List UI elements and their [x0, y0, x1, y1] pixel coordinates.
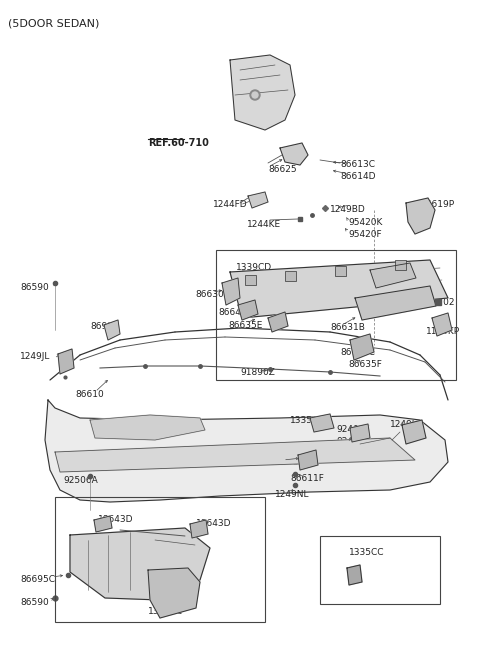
Text: 95420K: 95420K: [348, 218, 383, 227]
Text: 86643C: 86643C: [218, 308, 253, 317]
Polygon shape: [268, 312, 288, 332]
Circle shape: [250, 90, 260, 100]
Text: 1249LG: 1249LG: [390, 420, 425, 429]
Text: REF.60-710: REF.60-710: [148, 138, 209, 148]
Text: 1249BD: 1249BD: [330, 205, 366, 214]
Bar: [285, 271, 296, 281]
Polygon shape: [45, 400, 448, 502]
Text: 86910: 86910: [90, 322, 119, 331]
Text: 18643D: 18643D: [98, 515, 133, 524]
Bar: [216, 250, 456, 380]
Polygon shape: [402, 420, 426, 444]
Text: 86590: 86590: [20, 283, 49, 292]
Polygon shape: [90, 415, 205, 440]
Text: 1327AC: 1327AC: [148, 607, 183, 616]
Polygon shape: [298, 450, 318, 470]
Polygon shape: [355, 286, 436, 320]
Text: 92405F: 92405F: [336, 425, 370, 434]
Polygon shape: [222, 278, 240, 305]
Text: 1335CC: 1335CC: [349, 548, 384, 557]
Text: 92406F: 92406F: [336, 437, 370, 446]
Text: 86631B: 86631B: [330, 323, 365, 332]
Polygon shape: [238, 300, 258, 320]
Polygon shape: [370, 263, 416, 288]
Text: (5DOOR SEDAN): (5DOOR SEDAN): [8, 18, 99, 28]
Polygon shape: [94, 516, 112, 532]
Text: 1335AA: 1335AA: [290, 416, 325, 425]
Text: 95420F: 95420F: [348, 230, 382, 239]
Polygon shape: [248, 192, 268, 208]
Polygon shape: [104, 320, 120, 340]
Polygon shape: [432, 313, 452, 336]
Text: 86610: 86610: [75, 390, 104, 399]
Text: 86613C: 86613C: [340, 160, 375, 169]
Text: 84702: 84702: [426, 298, 455, 307]
Text: 86635F: 86635F: [348, 360, 382, 369]
Polygon shape: [190, 520, 208, 538]
Text: 86611F: 86611F: [290, 474, 324, 483]
Text: 86614D: 86614D: [340, 172, 375, 181]
Text: 92506A: 92506A: [63, 476, 98, 485]
Polygon shape: [230, 55, 295, 130]
Text: 86642A: 86642A: [360, 280, 395, 289]
Polygon shape: [148, 568, 200, 618]
Text: 86630: 86630: [195, 290, 224, 299]
Polygon shape: [350, 334, 374, 360]
Text: 86695C: 86695C: [20, 575, 55, 584]
Text: 1244KE: 1244KE: [247, 220, 281, 229]
Polygon shape: [230, 260, 448, 318]
Text: 86619P: 86619P: [420, 200, 454, 209]
Bar: [395, 260, 406, 270]
Text: 1334CA: 1334CA: [270, 458, 305, 467]
Bar: [245, 275, 256, 285]
Polygon shape: [70, 528, 210, 600]
Circle shape: [252, 92, 258, 98]
Polygon shape: [55, 438, 415, 472]
Polygon shape: [406, 198, 435, 234]
Text: 86635E: 86635E: [228, 321, 263, 330]
Text: 18643D: 18643D: [196, 519, 231, 528]
Polygon shape: [347, 565, 362, 585]
Text: 1249JL: 1249JL: [20, 352, 50, 361]
Text: 86625: 86625: [268, 165, 297, 174]
Text: 1125KP: 1125KP: [426, 327, 460, 336]
Text: 1244FD: 1244FD: [213, 200, 248, 209]
Polygon shape: [350, 424, 370, 442]
Text: 91890Z: 91890Z: [240, 368, 275, 377]
Text: 86643C: 86643C: [340, 348, 375, 357]
Text: 1339CD: 1339CD: [236, 263, 272, 272]
Polygon shape: [280, 143, 308, 165]
Polygon shape: [58, 349, 74, 374]
Bar: [335, 266, 346, 276]
Text: 86590: 86590: [20, 598, 49, 607]
Bar: [55, 497, 265, 622]
Text: 86641A: 86641A: [360, 268, 395, 277]
Polygon shape: [310, 414, 334, 432]
Bar: [320, 536, 440, 604]
Text: 1249NL: 1249NL: [275, 490, 310, 499]
